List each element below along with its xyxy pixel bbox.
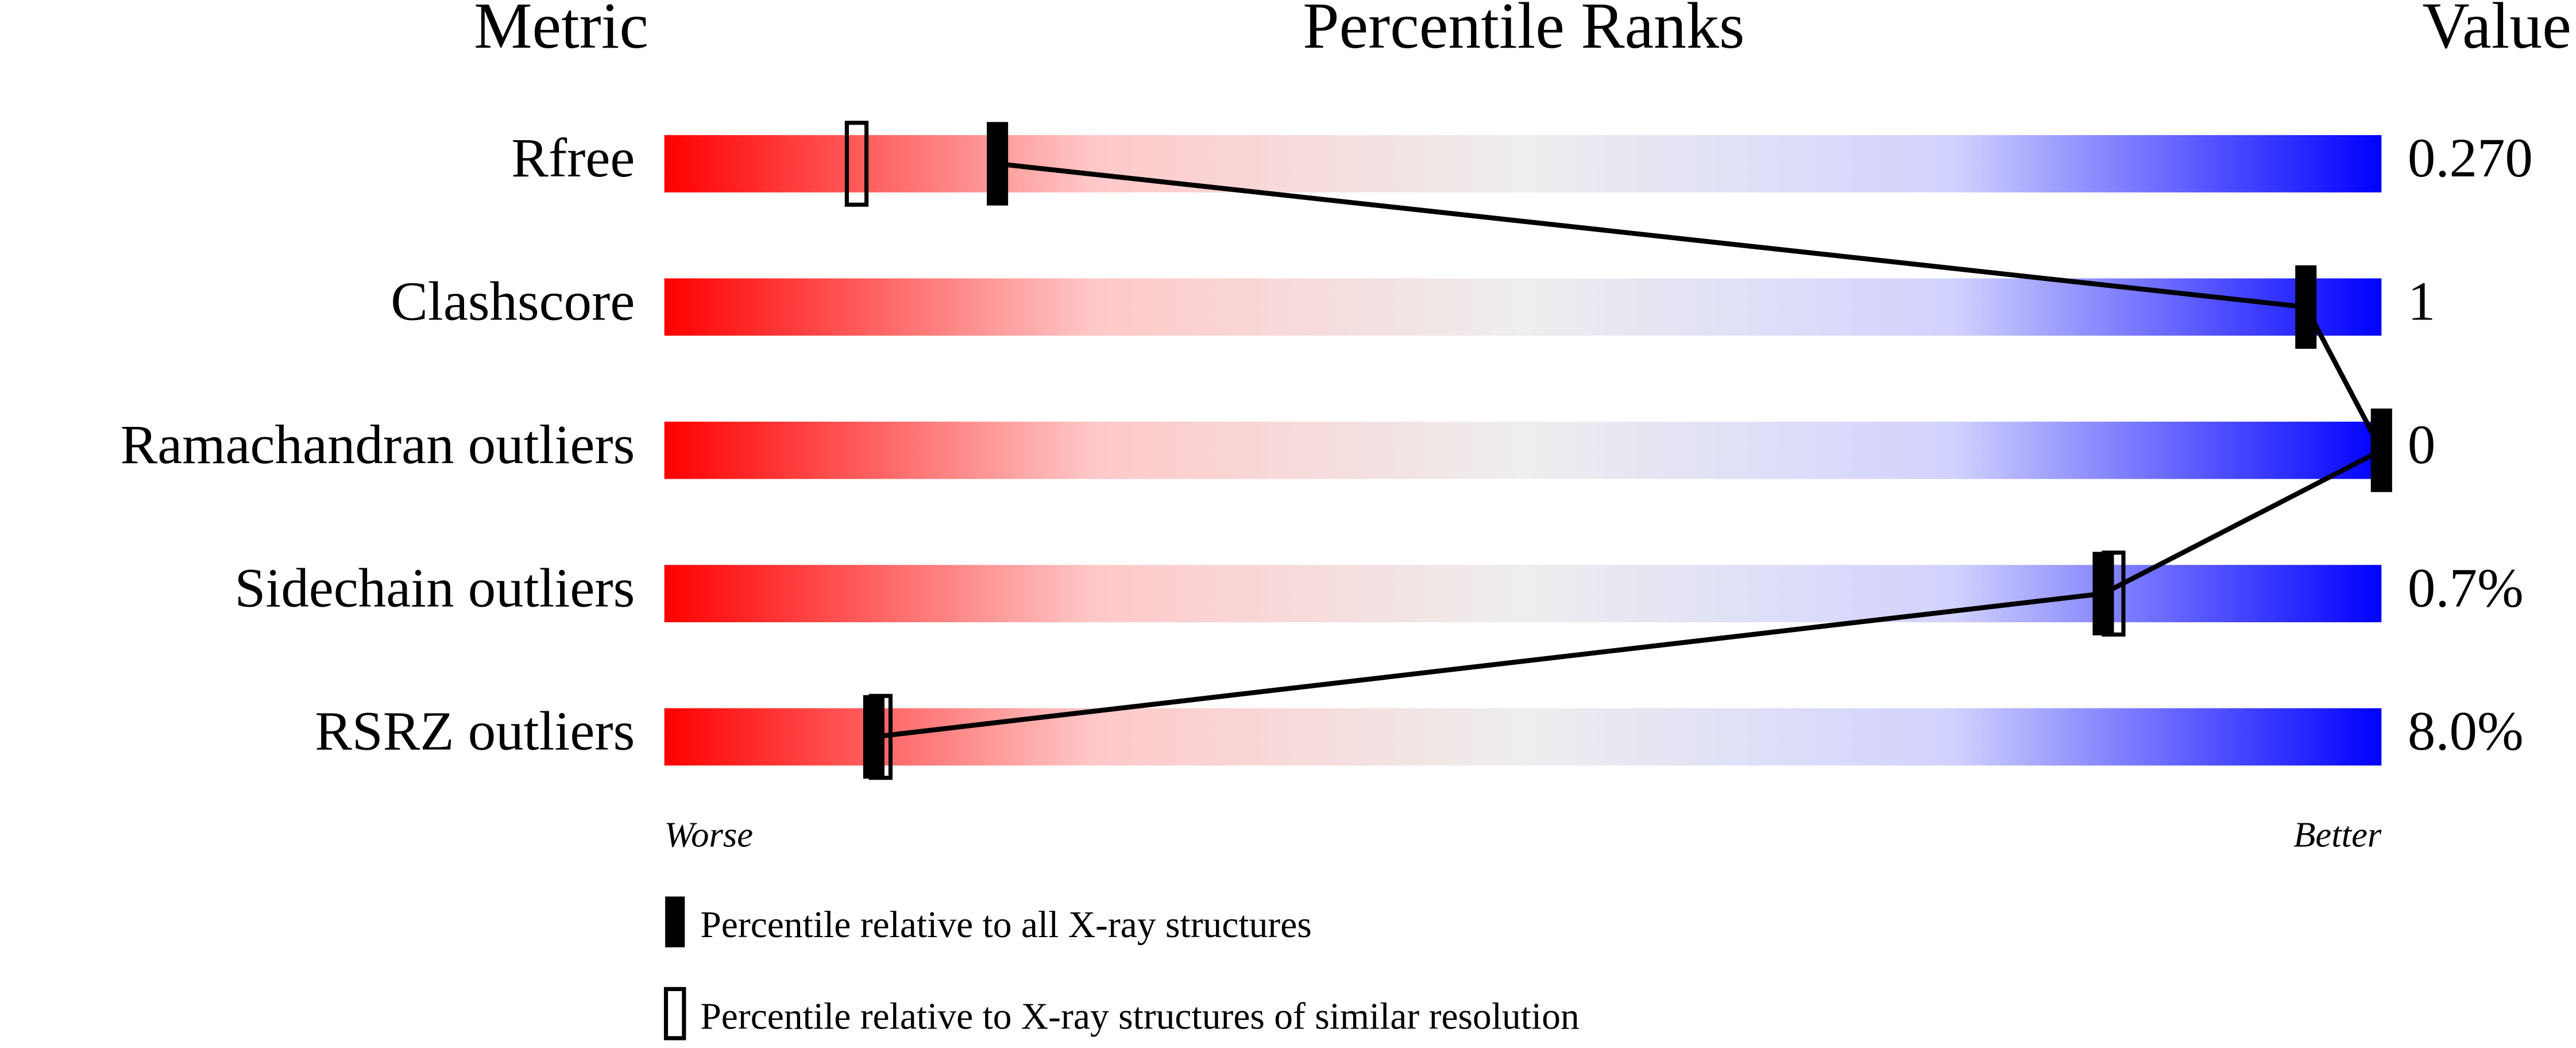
metric-value: 8.0% xyxy=(2408,700,2524,762)
percentile-bar xyxy=(664,135,2382,192)
metric-label: RSRZ outliers xyxy=(315,700,635,762)
metric-value: 0 xyxy=(2408,414,2435,475)
scale-worse: Worse xyxy=(665,815,753,855)
metric-label: Ramachandran outliers xyxy=(121,414,635,475)
legend-label: Percentile relative to X-ray structures … xyxy=(700,996,1579,1038)
legend-swatch xyxy=(663,987,686,1041)
header-percentile: Percentile Ranks xyxy=(1303,0,1744,62)
metric-value: 0.270 xyxy=(2408,127,2533,188)
scale-better: Better xyxy=(2293,815,2382,855)
metric-label: Rfree xyxy=(511,127,635,188)
header-metric: Metric xyxy=(474,0,648,62)
marker-filled xyxy=(2370,409,2392,492)
marker-filled xyxy=(2295,265,2317,349)
legend-label: Percentile relative to all X-ray structu… xyxy=(700,904,1311,946)
marker-open xyxy=(844,121,869,207)
percentile-bar xyxy=(664,708,2382,766)
metric-value: 1 xyxy=(2408,271,2435,332)
metric-value: 0.7% xyxy=(2408,557,2524,618)
header-value: Value xyxy=(2422,0,2571,62)
metric-label: Clashscore xyxy=(391,271,635,332)
marker-open xyxy=(868,693,893,780)
marker-filled xyxy=(987,122,1009,206)
percentile-bar xyxy=(664,278,2382,336)
metric-label: Sidechain outliers xyxy=(235,557,635,618)
marker-filled xyxy=(863,695,885,779)
legend-swatch xyxy=(665,896,685,947)
marker-open xyxy=(2102,550,2126,637)
percentile-bar xyxy=(664,421,2382,479)
